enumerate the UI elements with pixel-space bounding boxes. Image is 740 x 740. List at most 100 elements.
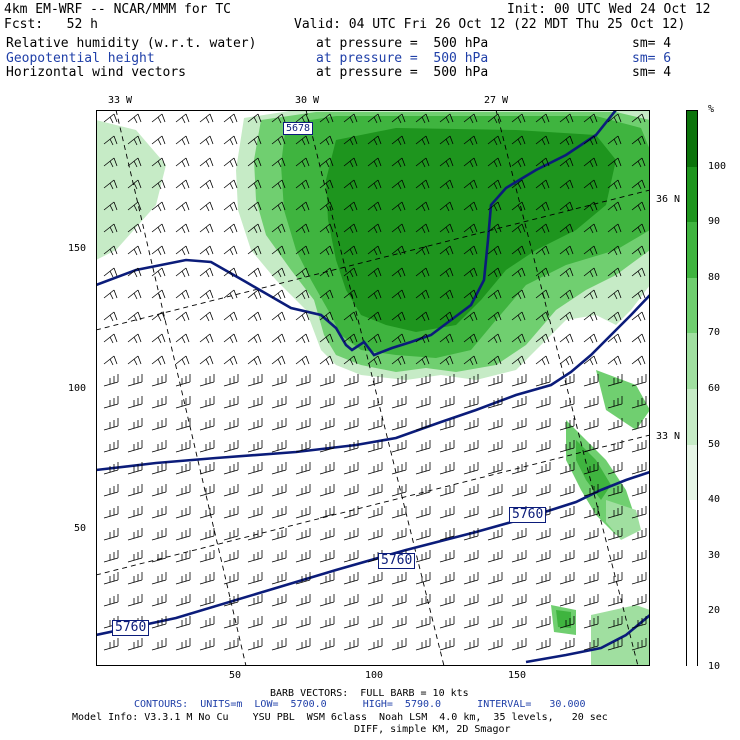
wind-barb (463, 396, 479, 409)
wind-barb (343, 418, 359, 431)
wind-barb (103, 506, 119, 519)
wind-barb (319, 355, 334, 366)
wind-barb (175, 289, 190, 300)
wind-barb (223, 638, 239, 651)
wind-barb (319, 223, 334, 234)
wind-barb (391, 594, 407, 607)
wind-barb (367, 333, 382, 344)
wind-barb (535, 113, 550, 124)
wind-barb (199, 550, 215, 563)
wind-barb (319, 374, 335, 387)
wind-barb (607, 157, 622, 168)
wind-barb (319, 396, 335, 409)
wind-barb (151, 267, 166, 278)
wind-barb (559, 311, 574, 322)
wind-barb (583, 528, 599, 541)
field-name-rh: Relative humidity (w.r.t. water) (6, 36, 257, 51)
wind-barb (127, 594, 143, 607)
wind-barb (439, 616, 455, 629)
colorbar-segment (687, 444, 697, 501)
wind-barb (127, 418, 143, 431)
wind-barb (439, 638, 455, 651)
wind-barb (223, 113, 238, 124)
wind-barb (271, 311, 286, 322)
wind-barb (127, 311, 142, 322)
wind-barb (559, 157, 574, 168)
wind-barb (535, 267, 550, 278)
wind-barb (463, 418, 479, 431)
colorbar-tick-label: 30 (708, 549, 721, 561)
wind-barb (343, 135, 358, 146)
wind-barb (559, 223, 574, 234)
wind-barb (223, 616, 239, 629)
wind-barb (391, 440, 407, 453)
wind-barb (583, 396, 599, 409)
wind-barb (127, 267, 142, 278)
wind-barb (343, 289, 358, 300)
wind-barb (487, 333, 502, 344)
wind-barb (271, 440, 287, 453)
wind-barb (343, 355, 358, 366)
wind-barb (583, 418, 599, 431)
wind-barb (295, 157, 310, 168)
wind-barb (415, 638, 431, 651)
wind-barb (391, 506, 407, 519)
wind-barb (319, 572, 335, 585)
wind-barb (463, 267, 478, 278)
wind-barb (127, 440, 143, 453)
wind-barb (631, 418, 647, 431)
wind-barb (463, 528, 479, 541)
wind-barb (223, 355, 238, 366)
wind-barb (631, 616, 647, 629)
contour-label-5678: 5678 (283, 122, 314, 135)
wind-barb (223, 528, 239, 541)
wind-barb (487, 157, 502, 168)
wind-barb (583, 179, 598, 190)
wind-barb (367, 245, 382, 256)
colorbar-segment (687, 500, 697, 556)
wind-barb (607, 113, 622, 124)
wind-barb (583, 484, 599, 497)
wind-barb (391, 245, 406, 256)
wind-barb (103, 374, 119, 387)
wind-barb (103, 418, 119, 431)
wind-barb (367, 396, 383, 409)
wind-barb (151, 289, 166, 300)
wind-barb (415, 550, 431, 563)
wind-barb (607, 355, 622, 366)
wind-barb (103, 201, 118, 212)
colorbar-tick-label: 90 (708, 216, 721, 228)
wind-barb (607, 462, 623, 475)
wind-barb (511, 572, 527, 585)
wind-barb (607, 289, 622, 300)
wind-barb (535, 638, 551, 651)
wind-barb (607, 135, 622, 146)
wind-barb (439, 179, 454, 190)
wind-barb (463, 638, 479, 651)
wind-barb (319, 289, 334, 300)
wind-barb (415, 157, 430, 168)
wind-barb (295, 374, 311, 387)
wind-barb (151, 179, 166, 190)
wind-barb (127, 223, 142, 234)
wind-barb (295, 396, 311, 409)
wind-barb (247, 201, 262, 212)
wind-barb (367, 113, 382, 124)
wind-barb (487, 440, 503, 453)
wind-barb (247, 484, 263, 497)
wind-barb (367, 223, 382, 234)
wind-barb (343, 311, 358, 322)
wind-barb (439, 440, 455, 453)
wind-barb (631, 396, 647, 409)
wind-barb (511, 245, 526, 256)
wind-barb (511, 528, 527, 541)
wind-barb (199, 638, 215, 651)
wind-barb (223, 374, 239, 387)
wind-barb (199, 616, 215, 629)
wind-barb (415, 440, 431, 453)
wind-barb (151, 418, 167, 431)
wind-barb (535, 333, 550, 344)
wind-barb (631, 267, 646, 278)
init-time: Init: 00 UTC Wed 24 Oct 12 (507, 2, 711, 17)
wind-barb (271, 374, 287, 387)
